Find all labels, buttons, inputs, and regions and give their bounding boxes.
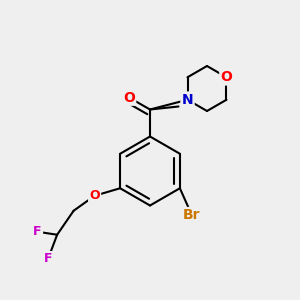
- Text: F: F: [44, 252, 52, 265]
- Text: O: O: [89, 189, 100, 202]
- Text: Br: Br: [183, 208, 201, 222]
- Text: O: O: [123, 91, 135, 104]
- Text: O: O: [220, 70, 232, 84]
- Text: F: F: [33, 225, 42, 238]
- Text: N: N: [182, 93, 193, 107]
